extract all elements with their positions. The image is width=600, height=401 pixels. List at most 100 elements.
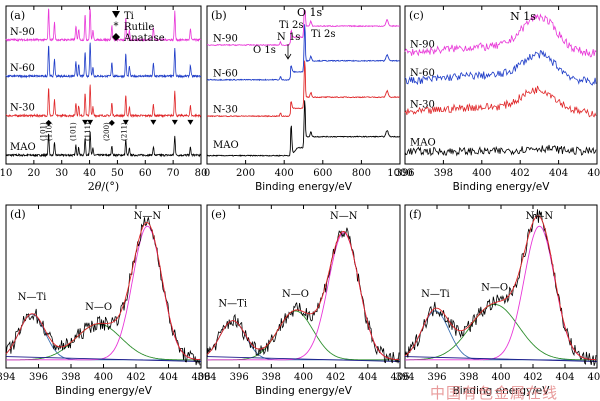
panel-c: (c) 396 398 400 402 404 406 MAO N-30 N-60 N-90 N 1s…	[395, 5, 600, 193]
x-axis-label: Binding energy/eV	[453, 181, 551, 193]
component-curve-1	[405, 303, 597, 361]
panel-label: (d)	[10, 208, 26, 221]
panel-label: (f)	[409, 208, 422, 221]
x-axis-label: Binding energy/eV	[453, 385, 551, 397]
legend-text: Anatase	[123, 33, 165, 44]
hkl-annotation: (200)	[103, 122, 111, 141]
x-tick-label: 400	[472, 168, 491, 179]
x-tick-label: 60	[139, 168, 152, 179]
component-curve-1	[6, 323, 201, 361]
series-line-N-60	[206, 24, 401, 82]
hkl-annotation: (101)	[40, 122, 48, 141]
x-tick-label: 398	[459, 372, 478, 383]
series-label: N-30	[213, 105, 238, 116]
x-tick-label: 50	[111, 168, 124, 179]
series-label: N-90	[410, 39, 435, 50]
x-tick-label: 20	[27, 168, 40, 179]
series-label: N-60	[10, 63, 35, 74]
component-label: N—Ti	[218, 299, 247, 310]
peak-label-ti2s: Ti 2s	[311, 29, 336, 40]
plot-frame	[5, 204, 202, 369]
x-tick-label: 402	[126, 372, 145, 383]
x-tick-label: 398	[434, 168, 453, 179]
x-tick-label: 70	[167, 168, 180, 179]
x-tick-label: 406	[390, 372, 409, 383]
series-line-N-30	[207, 60, 400, 118]
x-tick-label: 30	[55, 168, 68, 179]
fit-envelope-line	[404, 215, 596, 361]
fit-envelope-line	[206, 231, 400, 361]
series-line-N-30	[404, 85, 597, 118]
x-tick-label: 406	[191, 372, 210, 383]
x-tick-label: 394	[0, 372, 16, 383]
x-axis-label-prefix: 2	[88, 180, 95, 193]
baseline-line	[5, 356, 202, 362]
x-tick-label: 394	[395, 372, 414, 383]
component-label: N—Ti	[18, 292, 47, 303]
x-tick-label: 396	[427, 372, 446, 383]
raw-data-line	[404, 209, 597, 366]
component-label: N—Ti	[421, 289, 450, 300]
component-curve-0	[404, 310, 597, 361]
hkl-annotation: (211)	[120, 122, 128, 141]
hkl-annotation: (101)	[70, 122, 78, 141]
component-label: N—N	[526, 211, 554, 222]
hkl-annotation: (110)	[45, 122, 53, 141]
fit-envelope-line	[5, 222, 200, 361]
panel-d: (d) 394 396 398 400 402 404 406 N—Ti N—O N—N Bindin…	[0, 204, 211, 397]
x-axis-label: Binding energy/eV	[55, 385, 153, 397]
peak-label-n1s: N 1s	[277, 32, 300, 43]
legend-star-icon: *	[114, 21, 119, 32]
component-label: N—O	[85, 302, 112, 313]
plot-frame	[206, 204, 401, 369]
plot-frame	[5, 5, 202, 165]
x-tick-label: 402	[326, 372, 345, 383]
x-tick-label: 402	[523, 372, 542, 383]
component-label: N—N	[330, 211, 358, 222]
peak-label-o1s: O 1s	[297, 6, 323, 19]
chart-title: N 1s	[510, 10, 536, 23]
x-tick-label: 398	[262, 372, 281, 383]
watermark: 中国有色金属在线	[430, 384, 559, 401]
ti-marker-icon	[82, 119, 89, 125]
ti-marker-icon	[150, 119, 157, 125]
ti-marker-icon	[122, 119, 129, 125]
series-line-N-90	[404, 13, 597, 58]
peak-label-o1s-left: O 1s	[253, 45, 276, 56]
x-tick-label: 10	[0, 168, 12, 179]
series-line-N-60	[404, 50, 597, 86]
x-tick-label: 40	[83, 168, 96, 179]
x-tick-label: 404	[358, 372, 377, 383]
anatase-marker-icon	[45, 119, 52, 126]
x-tick-label: 800	[352, 168, 371, 179]
series-label: N-30	[10, 103, 35, 114]
ti-marker-icon	[187, 119, 194, 125]
legend-text: Rutile	[124, 22, 154, 33]
plot-frame	[404, 5, 598, 165]
x-tick-label: 398	[61, 372, 80, 383]
x-tick-label: 404	[549, 168, 568, 179]
x-tick-label: 400	[275, 168, 294, 179]
x-tick-label: 404	[555, 372, 574, 383]
x-tick-label: 406	[587, 372, 600, 383]
series-label: N-30	[410, 99, 435, 110]
panel-label: (e)	[211, 208, 226, 221]
component-label: N—N	[134, 211, 162, 222]
x-axis-label-unit: /(°)	[101, 180, 119, 193]
x-tick-label: 400	[94, 372, 113, 383]
x-axis-label: Binding energy/eV	[255, 181, 353, 193]
series-label: MAO	[213, 140, 239, 151]
x-tick-label: 1000	[387, 168, 412, 179]
x-axis-label: Binding energy/eV	[255, 385, 353, 397]
baseline-line	[206, 356, 401, 362]
legend-triangle-icon	[112, 11, 120, 18]
component-label: N—O	[481, 282, 508, 293]
x-tick-label: 396	[395, 168, 414, 179]
ti-marker-icon	[171, 119, 178, 125]
component-curve-1	[207, 310, 400, 361]
series-line-N-60	[5, 42, 202, 79]
panel-f: (f) 394 396 398 400 402 404 406 N—Ti N—O N—N Bindin…	[395, 204, 600, 397]
